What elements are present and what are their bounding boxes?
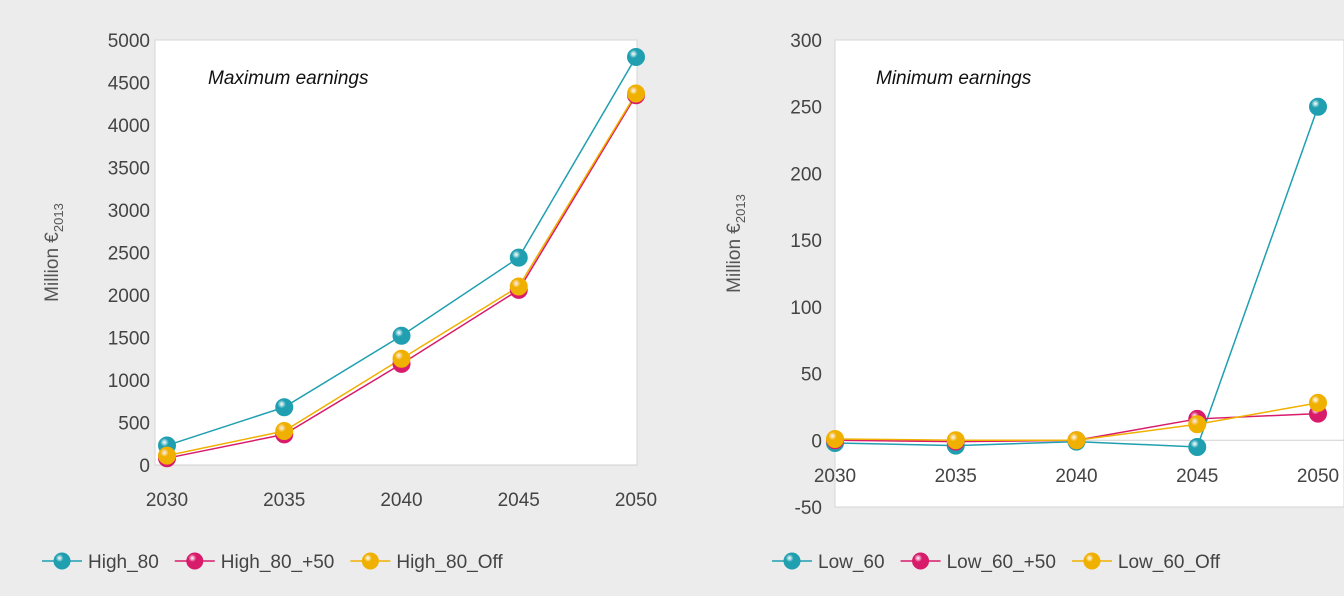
y-tick-label: 3500 xyxy=(108,159,150,180)
legend-marker xyxy=(361,552,379,570)
plot-area xyxy=(834,39,1344,508)
data-point xyxy=(627,84,645,103)
x-tick-label: 2040 xyxy=(380,490,422,511)
y-tick-label: 1000 xyxy=(108,371,150,392)
chart-panel-1: 0 500 1000 1500 2000 2500 3000 3500 4000 4500 5000… xyxy=(42,31,657,573)
y-tick-label: 150 xyxy=(790,231,822,252)
legend-entry: Low_60_+50 xyxy=(900,552,1056,573)
legend-label: Low_60_Off xyxy=(1118,552,1221,573)
legend-entry: High_80 xyxy=(42,552,159,573)
legend-label: Low_60 xyxy=(818,552,885,573)
data-point xyxy=(1309,393,1327,412)
y-tick-label: 3000 xyxy=(108,201,150,222)
y-axis-label: Million €2013 xyxy=(42,203,66,302)
legend-entry: Low_60_Off xyxy=(1071,552,1221,573)
legend-marker xyxy=(53,552,71,570)
legend-label: High_80_+50 xyxy=(221,552,335,573)
y-tick-label: 4000 xyxy=(108,116,150,137)
x-tick-label: 2035 xyxy=(263,490,305,511)
data-point xyxy=(158,446,176,465)
y-tick-label: 100 xyxy=(790,298,822,319)
x-tick-label: 2050 xyxy=(615,490,657,511)
y-tick-label: 500 xyxy=(118,414,150,435)
data-point xyxy=(392,349,411,368)
data-point xyxy=(1188,415,1207,434)
y-tick-label: 2500 xyxy=(108,244,150,265)
y-axis-label-sub: 2013 xyxy=(733,194,748,223)
y-tick-label: -50 xyxy=(795,498,822,519)
y-tick-label: 0 xyxy=(811,431,822,452)
legend-label: High_80_Off xyxy=(396,552,503,573)
y-tick-label: 1500 xyxy=(108,329,150,350)
data-point xyxy=(627,48,645,66)
x-tick-label: 2045 xyxy=(1176,466,1218,487)
chart-title: Minimum earnings xyxy=(876,68,1032,89)
legend-marker xyxy=(783,552,801,570)
y-tick-label: 200 xyxy=(790,164,822,185)
chart-panel-2: -50 0 50 100 150 200 250 300 2030 2035 2040 2045 205… xyxy=(724,31,1344,573)
x-tick-label: 2045 xyxy=(498,490,540,511)
data-point xyxy=(1309,97,1327,116)
x-tick-label: 2035 xyxy=(935,466,977,487)
y-axis-label-main: Million € xyxy=(724,223,745,293)
y-axis-label-sub: 2013 xyxy=(51,203,66,232)
data-point xyxy=(1067,431,1086,450)
chart-title: Maximum earnings xyxy=(208,68,369,89)
y-tick-label: 300 xyxy=(790,31,822,52)
y-tick-label: 2000 xyxy=(108,286,150,307)
data-point xyxy=(392,326,411,345)
plot-area xyxy=(154,39,638,466)
data-point xyxy=(1188,437,1207,456)
y-tick-label: 250 xyxy=(790,98,822,119)
legend-entry: High_80_Off xyxy=(350,552,503,573)
legend-marker xyxy=(912,552,930,570)
x-tick-label: 2030 xyxy=(146,490,188,511)
y-tick-label: 0 xyxy=(139,456,150,477)
y-axis-label: Million €2013 xyxy=(724,194,748,293)
y-tick-label: 4500 xyxy=(108,74,150,95)
data-point xyxy=(509,248,528,267)
y-tick-label: 5000 xyxy=(108,31,150,52)
data-point xyxy=(275,398,294,417)
data-point xyxy=(275,422,294,440)
data-point xyxy=(946,431,965,450)
legend-entry: Low_60 xyxy=(772,552,885,573)
legend-label: Low_60_+50 xyxy=(947,552,1056,573)
legend-entry: High_80_+50 xyxy=(174,552,335,573)
legend-label: High_80 xyxy=(88,552,159,573)
data-point xyxy=(826,429,844,448)
x-tick-label: 2030 xyxy=(814,466,856,487)
y-axis-label-main: Million € xyxy=(42,232,63,302)
legend-marker xyxy=(1083,552,1101,570)
legend-marker xyxy=(186,552,204,570)
data-point xyxy=(509,277,528,296)
x-tick-label: 2040 xyxy=(1055,466,1097,487)
y-tick-label: 50 xyxy=(801,365,822,386)
x-tick-label: 2050 xyxy=(1297,466,1339,487)
